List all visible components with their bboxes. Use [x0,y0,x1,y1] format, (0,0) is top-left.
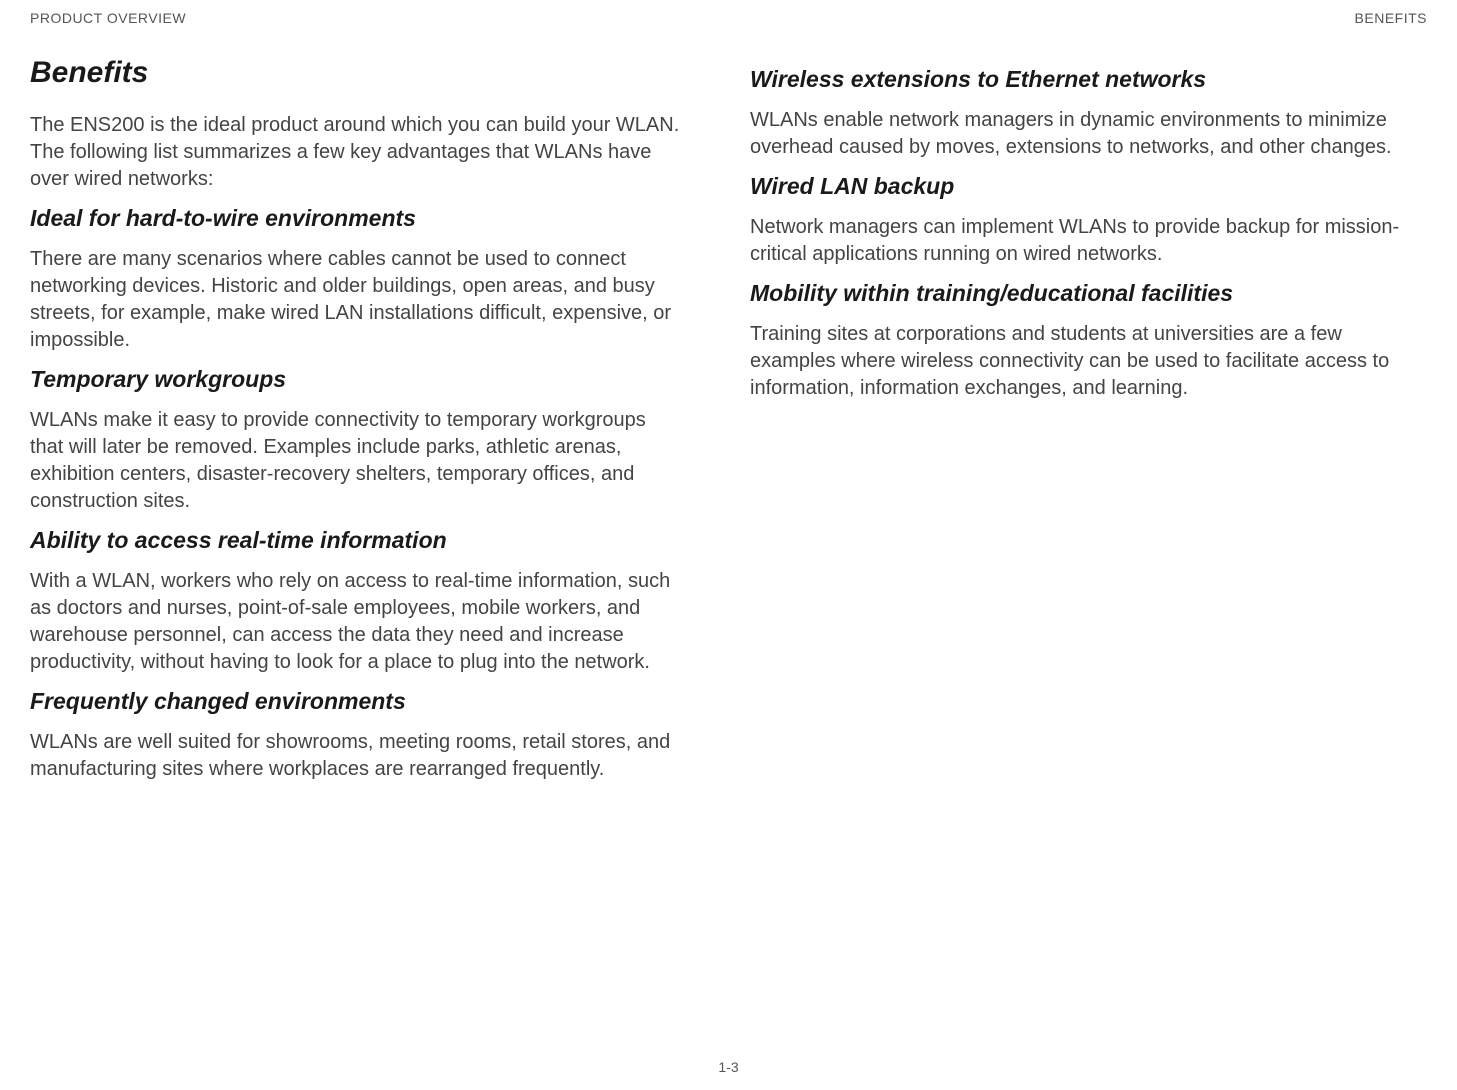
section-heading-hardtowire: Ideal for hard-to-wire environments [30,205,680,232]
page-title: Benefits [30,56,680,90]
section-body-hardtowire: There are many scenarios where cables ca… [30,246,680,354]
section-heading-changed: Frequently changed environments [30,688,680,715]
page-footer: 1-3 [0,1059,1457,1075]
section-body-wireless-ext: WLANs enable network managers in dynamic… [750,107,1400,161]
page-number: 1-3 [718,1059,738,1075]
header-right: BENEFITS [1355,10,1427,26]
right-column: Wireless extensions to Ethernet networks… [750,56,1400,795]
section-body-mobility: Training sites at corporations and stude… [750,321,1400,402]
section-heading-lan-backup: Wired LAN backup [750,173,1400,200]
content-columns: Benefits The ENS200 is the ideal product… [30,56,1427,795]
section-heading-realtime: Ability to access real-time information [30,527,680,554]
section-body-realtime: With a WLAN, workers who rely on access … [30,568,680,676]
intro-paragraph: The ENS200 is the ideal product around w… [30,112,680,193]
section-body-lan-backup: Network managers can implement WLANs to … [750,214,1400,268]
left-column: Benefits The ENS200 is the ideal product… [30,56,680,795]
header-left: PRODUCT OVERVIEW [30,10,186,26]
section-body-temporary: WLANs make it easy to provide connectivi… [30,407,680,515]
section-heading-temporary: Temporary workgroups [30,366,680,393]
section-heading-mobility: Mobility within training/educational fac… [750,280,1400,307]
section-body-changed: WLANs are well suited for showrooms, mee… [30,729,680,783]
page-header: PRODUCT OVERVIEW BENEFITS [30,10,1427,26]
section-heading-wireless-ext: Wireless extensions to Ethernet networks [750,66,1400,93]
